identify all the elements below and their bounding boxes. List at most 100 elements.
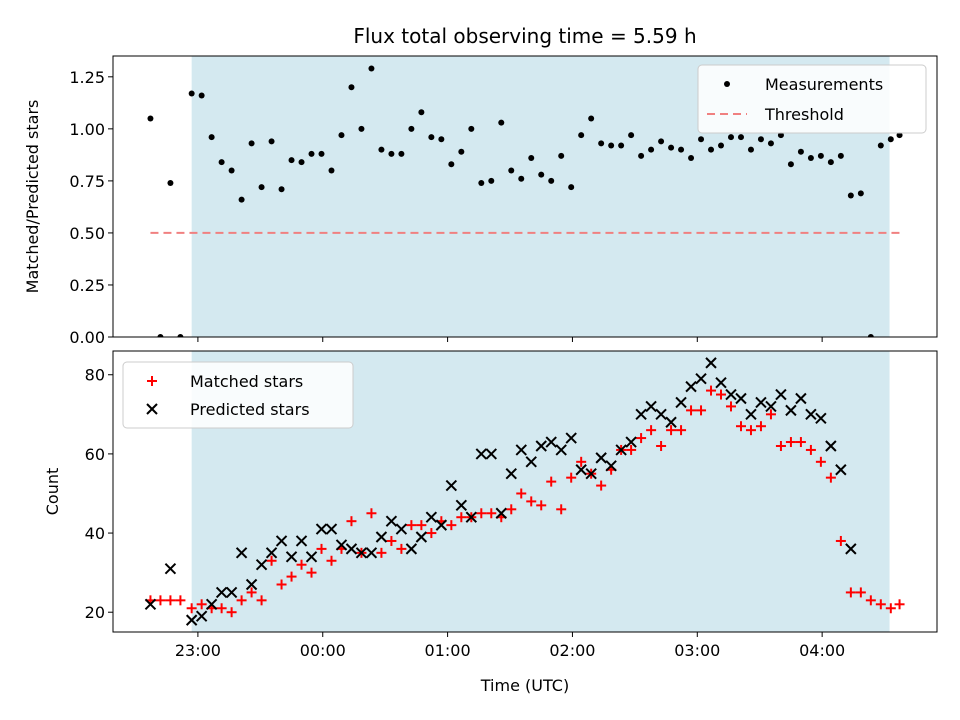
measurement-point xyxy=(718,142,725,149)
bottom-y-tick-label: 80 xyxy=(85,366,105,385)
predicted-star-point xyxy=(164,562,177,575)
matched-star-point xyxy=(706,385,717,396)
measurement-point xyxy=(428,134,435,141)
predicted-star-stroke-b xyxy=(685,380,697,393)
predicted-star-point xyxy=(625,436,637,448)
measurement-point xyxy=(757,136,764,143)
matched-star-point xyxy=(865,595,876,606)
measurement-point xyxy=(468,125,475,132)
x-axis-label: Time (UTC) xyxy=(480,676,569,695)
predicted-star-stroke-b xyxy=(675,396,687,409)
predicted-star-stroke-b xyxy=(345,543,358,555)
matched-star-point xyxy=(726,401,736,412)
predicted-star-stroke-b xyxy=(745,408,757,421)
predicted-star-stroke-b xyxy=(825,440,837,452)
predicted-star-point xyxy=(395,523,408,535)
predicted-star-stroke-b xyxy=(235,547,248,559)
bottom-y-tick-label: 20 xyxy=(85,603,105,622)
predicted-star-point xyxy=(435,519,448,531)
predicted-star-stroke-b xyxy=(555,444,567,456)
predicted-star-point xyxy=(825,440,837,452)
matched-star-point xyxy=(155,595,166,606)
matched-star-point xyxy=(805,444,816,455)
matched-star-point xyxy=(636,433,647,444)
measurement-point xyxy=(348,84,355,91)
matched-star-point xyxy=(646,425,657,436)
bottom-axes-frame xyxy=(112,350,938,633)
measurement-point xyxy=(438,136,445,143)
measurement-point xyxy=(817,152,824,159)
measurement-point xyxy=(408,125,415,132)
matched-star-point xyxy=(686,405,697,416)
matched-star-point xyxy=(276,579,287,590)
top-y-tick-label: 0.75 xyxy=(69,172,105,191)
measurement-point xyxy=(737,134,744,141)
predicted-star-point xyxy=(465,511,478,523)
legend-predicted-label: Predicted stars xyxy=(190,400,310,419)
predicted-star-stroke-b xyxy=(146,403,158,415)
predicted-star-point xyxy=(315,523,328,535)
matched-star-point xyxy=(755,421,766,432)
bottom-y-tick-label: 60 xyxy=(85,445,105,464)
measurement-point xyxy=(867,334,874,337)
measurement-point xyxy=(608,142,615,149)
measurement-point xyxy=(588,115,595,122)
predicted-star-stroke-b xyxy=(535,440,547,452)
matched-star-point xyxy=(845,587,856,598)
predicted-star-point xyxy=(835,464,847,476)
predicted-star-stroke-b xyxy=(455,499,468,512)
predicted-star-stroke-b xyxy=(615,444,627,456)
predicted-star-point xyxy=(545,436,557,448)
predicted-star-point xyxy=(146,403,158,415)
measurement-point xyxy=(847,192,854,199)
predicted-star-stroke-b xyxy=(144,598,157,611)
predicted-star-point xyxy=(615,444,627,456)
measurement-point xyxy=(658,138,665,145)
measurement-point xyxy=(478,179,485,186)
matched-star-point xyxy=(735,421,746,432)
measurement-point xyxy=(807,154,814,161)
measurement-point xyxy=(688,154,695,161)
predicted-star-stroke-b xyxy=(805,408,817,421)
predicted-star-stroke-b xyxy=(215,586,228,599)
measurement-point xyxy=(568,184,575,191)
matched-star-point xyxy=(566,472,577,483)
matched-star-point xyxy=(546,476,557,487)
predicted-star-stroke-b xyxy=(545,436,557,448)
predicted-star-stroke-b xyxy=(815,412,827,424)
predicted-star-stroke-b xyxy=(245,578,258,591)
matched-star-point xyxy=(626,444,637,455)
matched-star-point xyxy=(376,547,387,558)
matched-star-point xyxy=(835,535,846,546)
matched-star-point xyxy=(516,488,527,499)
predicted-star-stroke-b xyxy=(295,535,308,547)
measurement-point xyxy=(558,152,565,159)
top-axes-frame xyxy=(112,55,938,338)
predicted-star-stroke-b xyxy=(415,531,428,543)
matched-star-point xyxy=(386,535,397,546)
legend-measurements-label: Measurements xyxy=(765,75,883,94)
measurement-point xyxy=(308,150,315,157)
predicted-star-point xyxy=(535,440,547,452)
predicted-star-point xyxy=(275,535,288,547)
measurement-point xyxy=(358,125,365,132)
matched-star-point xyxy=(676,425,687,436)
predicted-star-stroke-b xyxy=(475,448,488,460)
measurement-point xyxy=(708,146,715,153)
predicted-star-point xyxy=(285,551,298,563)
bottom-y-axis-label: Count xyxy=(43,468,62,516)
predicted-star-stroke-b xyxy=(495,507,507,519)
predicted-star-stroke-b xyxy=(255,559,268,571)
matched-star-point xyxy=(696,405,707,416)
measurement-point xyxy=(368,65,375,72)
x-tick-label: 02:00 xyxy=(549,641,595,660)
bottom-legend: Matched stars Predicted stars xyxy=(122,361,354,429)
matched-star-point xyxy=(666,425,677,436)
measurement-point xyxy=(508,167,515,174)
measurement-point xyxy=(827,159,834,166)
x-tick-label: 03:00 xyxy=(674,641,720,660)
top-y-tick-label: 0.25 xyxy=(69,276,105,295)
matched-star-point xyxy=(266,555,277,566)
measurement-point xyxy=(188,90,195,97)
matched-star-point xyxy=(795,437,806,448)
